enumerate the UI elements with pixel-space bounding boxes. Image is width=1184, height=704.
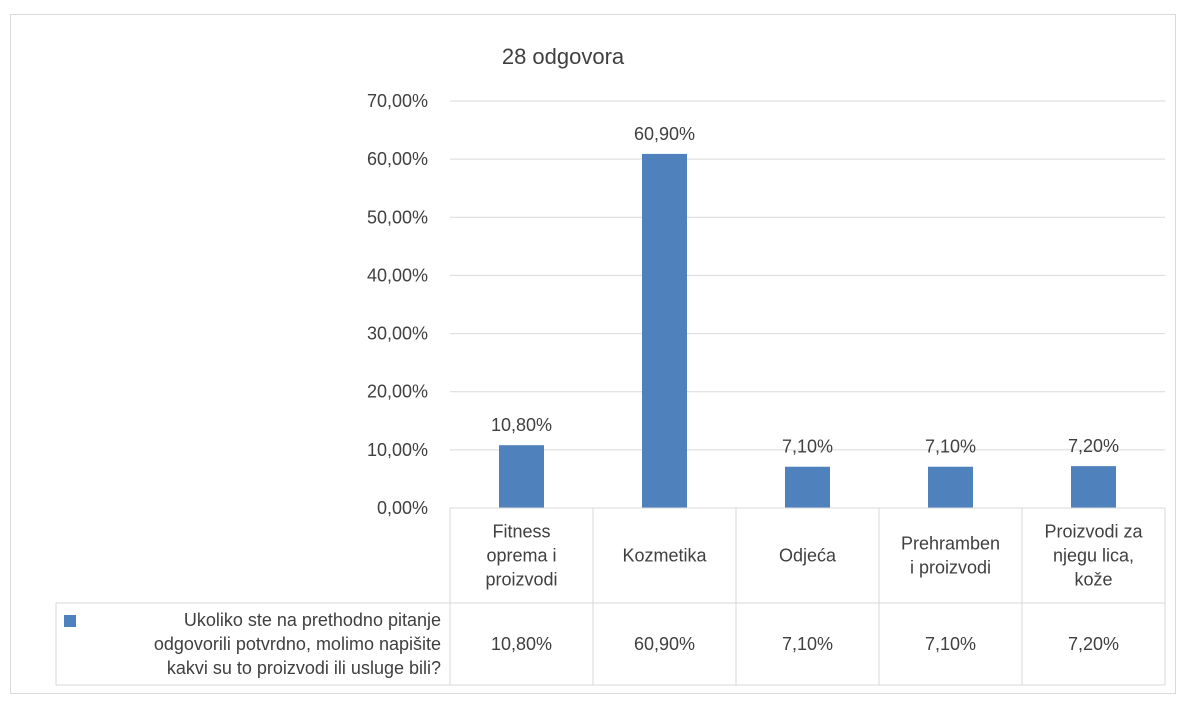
table-cell-value: 7,20% — [1068, 634, 1119, 654]
category-label: njegu lica, — [1053, 546, 1134, 566]
y-tick-label: 0,00% — [377, 498, 428, 518]
table-cell-value: 7,10% — [925, 634, 976, 654]
category-label: Fitness — [492, 522, 550, 542]
gridlines — [450, 100, 1165, 451]
legend-key — [64, 615, 76, 627]
series-name: kakvi su to proizvodi ili usluge bili? — [167, 658, 441, 678]
chart-title: 28 odgovora — [502, 44, 625, 69]
chart-frame — [10, 14, 1176, 694]
table-cell-value: 7,10% — [782, 634, 833, 654]
bar — [499, 445, 544, 508]
y-tick-label: 50,00% — [367, 207, 428, 227]
category-label: i proizvodi — [910, 558, 991, 578]
series-name: odgovorili potvrdno, molimo napišite — [154, 634, 441, 654]
bars — [499, 153, 1116, 508]
y-tick-label: 60,00% — [367, 149, 428, 169]
data-label: 7,20% — [1068, 436, 1119, 456]
data-table: Fitness oprema i proizvodi Kozmetika Odjeća P… — [55, 507, 1166, 686]
data-label: 7,10% — [782, 437, 833, 457]
y-tick-label: 70,00% — [367, 91, 428, 111]
category-label: kože — [1074, 570, 1112, 590]
data-labels: 10,80% 60,90% 7,10% 7,10% 7,20% — [491, 124, 1119, 457]
category-label: Kozmetika — [622, 546, 707, 566]
y-axis-ticks: 0,00% 10,00% 20,00% 30,00% 40,00% 50,00% 60,00… — [367, 91, 428, 518]
table-cell-value: 10,80% — [491, 634, 552, 654]
data-label: 7,10% — [925, 437, 976, 457]
data-label: 10,80% — [491, 415, 552, 435]
y-tick-label: 40,00% — [367, 265, 428, 285]
bar — [785, 466, 830, 508]
table-cell-value: 60,90% — [634, 634, 695, 654]
y-tick-label: 10,00% — [367, 440, 428, 460]
bar — [928, 466, 973, 508]
category-label: Proizvodi za — [1044, 522, 1143, 542]
y-tick-label: 30,00% — [367, 324, 428, 344]
series-name: Ukoliko ste na prethodno pitanje — [184, 610, 441, 630]
bar — [1071, 466, 1116, 508]
data-label: 60,90% — [634, 124, 695, 144]
category-label: Odjeća — [779, 546, 837, 566]
y-tick-label: 20,00% — [367, 382, 428, 402]
category-label: proizvodi — [485, 570, 557, 590]
category-label: Prehramben — [901, 534, 1000, 554]
bar — [642, 153, 687, 508]
category-label: oprema i — [486, 546, 556, 566]
